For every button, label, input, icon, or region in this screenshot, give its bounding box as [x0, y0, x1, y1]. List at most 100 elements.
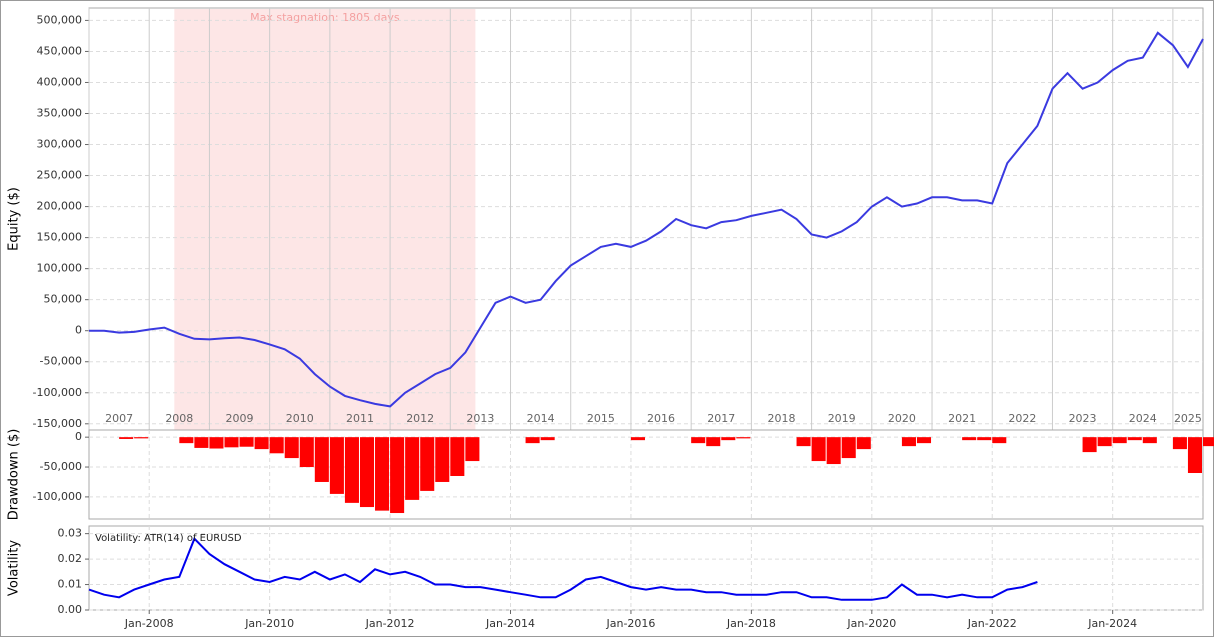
year-label: 2016: [647, 412, 675, 425]
drawdown-bar: [1142, 437, 1157, 444]
drawdown-bar: [284, 437, 299, 459]
drawdown-bar: [224, 437, 239, 448]
drawdown-bar: [390, 437, 405, 514]
year-label: 2014: [527, 412, 555, 425]
drawdown-bar: [691, 437, 706, 444]
drawdown-bar: [1187, 437, 1202, 474]
drawdown-bar: [254, 437, 269, 450]
y-tick-label: 0.02: [58, 552, 83, 565]
y-tick-label: -50,000: [40, 355, 82, 368]
y-tick-label: 200,000: [37, 200, 83, 213]
year-label: 2012: [406, 412, 434, 425]
drawdown-bar: [525, 437, 540, 444]
y-tick-label: 350,000: [37, 107, 83, 120]
x-tick-label: Jan-2024: [1087, 617, 1137, 630]
year-label: 2020: [888, 412, 916, 425]
x-tick-label: Jan-2022: [967, 617, 1017, 630]
drawdown-bar: [134, 437, 149, 439]
drawdown-bar: [209, 437, 224, 449]
drawdown-bar: [916, 437, 932, 444]
drawdown-bar: [420, 437, 435, 491]
drawdown-bar: [1082, 437, 1097, 453]
year-label: 2013: [466, 412, 494, 425]
drawdown-bar: [796, 437, 811, 447]
plot-area: [88, 525, 1204, 611]
y-tick-label: -100,000: [33, 386, 82, 399]
year-label: 2011: [346, 412, 374, 425]
year-label: 2015: [587, 412, 615, 425]
x-tick-label: Jan-2010: [244, 617, 294, 630]
y-tick-label: 0.03: [58, 527, 83, 540]
drawdown-bar: [856, 437, 871, 450]
y-tick-label: 0: [75, 324, 82, 337]
drawdown-bar: [194, 437, 209, 448]
drawdown-bar: [435, 437, 450, 482]
drawdown-bar: [1112, 437, 1127, 444]
x-tick-label: Jan-2018: [726, 617, 776, 630]
year-label: 2010: [286, 412, 314, 425]
drawdown-bar: [239, 437, 254, 447]
year-label: 2018: [767, 412, 795, 425]
data-line: [88, 536, 1038, 601]
year-label: 2007: [105, 412, 133, 425]
y-tick-label: 100,000: [37, 262, 83, 275]
drawdown-bar: [299, 437, 314, 468]
legend: Volatility: ATR(14) of EURUSD: [95, 533, 242, 544]
drawdown-bar: [405, 437, 420, 500]
y-tick-label: 50,000: [44, 293, 83, 306]
x-tick-label: Jan-2016: [605, 617, 655, 630]
y-axis-title: Drawdown ($): [7, 429, 22, 521]
year-label: 2019: [828, 412, 856, 425]
stagnation-label: Max stagnation: 1805 days: [250, 11, 400, 24]
drawdown-bar: [630, 437, 645, 441]
drawdown-bar: [269, 437, 284, 454]
x-tick-label: Jan-2012: [365, 617, 415, 630]
y-tick-label: 400,000: [37, 75, 83, 88]
drawdown-bar: [811, 437, 826, 462]
y-tick-label: -100,000: [33, 490, 82, 503]
drawdown-bar: [314, 437, 329, 482]
drawdown-bar: [962, 437, 977, 441]
y-tick-label: -150,000: [33, 417, 82, 430]
drawdown-bar: [344, 437, 359, 503]
drawdown-bar: [841, 437, 856, 459]
year-label: 2025: [1174, 412, 1202, 425]
drawdown-bar: [706, 437, 721, 447]
year-label: 2021: [948, 412, 976, 425]
x-tick-label: Jan-2008: [124, 617, 174, 630]
drawdown-bar: [540, 437, 555, 441]
year-label: 2017: [707, 412, 735, 425]
drawdown-bar: [1127, 437, 1142, 441]
year-label: 2024: [1129, 412, 1157, 425]
y-tick-label: -50,000: [40, 460, 82, 473]
drawdown-bar: [992, 437, 1007, 444]
drawdown-bar: [1097, 437, 1112, 447]
y-tick-label: 500,000: [37, 13, 83, 26]
drawdown-bar: [977, 437, 992, 441]
y-tick-label: 250,000: [37, 169, 83, 182]
y-tick-label: 0.00: [58, 603, 83, 616]
year-label: 2009: [226, 412, 254, 425]
y-tick-label: 0: [75, 430, 82, 443]
y-tick-label: 150,000: [37, 231, 83, 244]
drawdown-bar: [359, 437, 375, 508]
drawdown-bar: [826, 437, 841, 465]
drawdown-bar: [736, 437, 751, 439]
drawdown-bar: [465, 437, 480, 462]
drawdown-bar: [329, 437, 344, 494]
y-axis-title: Equity ($): [7, 187, 22, 251]
y-tick-label: 300,000: [37, 138, 83, 151]
drawdown-bar: [375, 437, 390, 511]
y-axis-title: Volatility: [7, 540, 22, 596]
stagnation-region: [174, 9, 476, 430]
x-tick-label: Jan-2020: [846, 617, 896, 630]
drawdown-bar: [179, 437, 194, 444]
drawdown-bar: [901, 437, 916, 447]
year-label: 2023: [1069, 412, 1097, 425]
data-line: [89, 31, 1204, 408]
year-label: 2008: [165, 412, 193, 425]
y-tick-label: 0.01: [58, 578, 83, 591]
drawdown-bar: [1172, 437, 1187, 450]
